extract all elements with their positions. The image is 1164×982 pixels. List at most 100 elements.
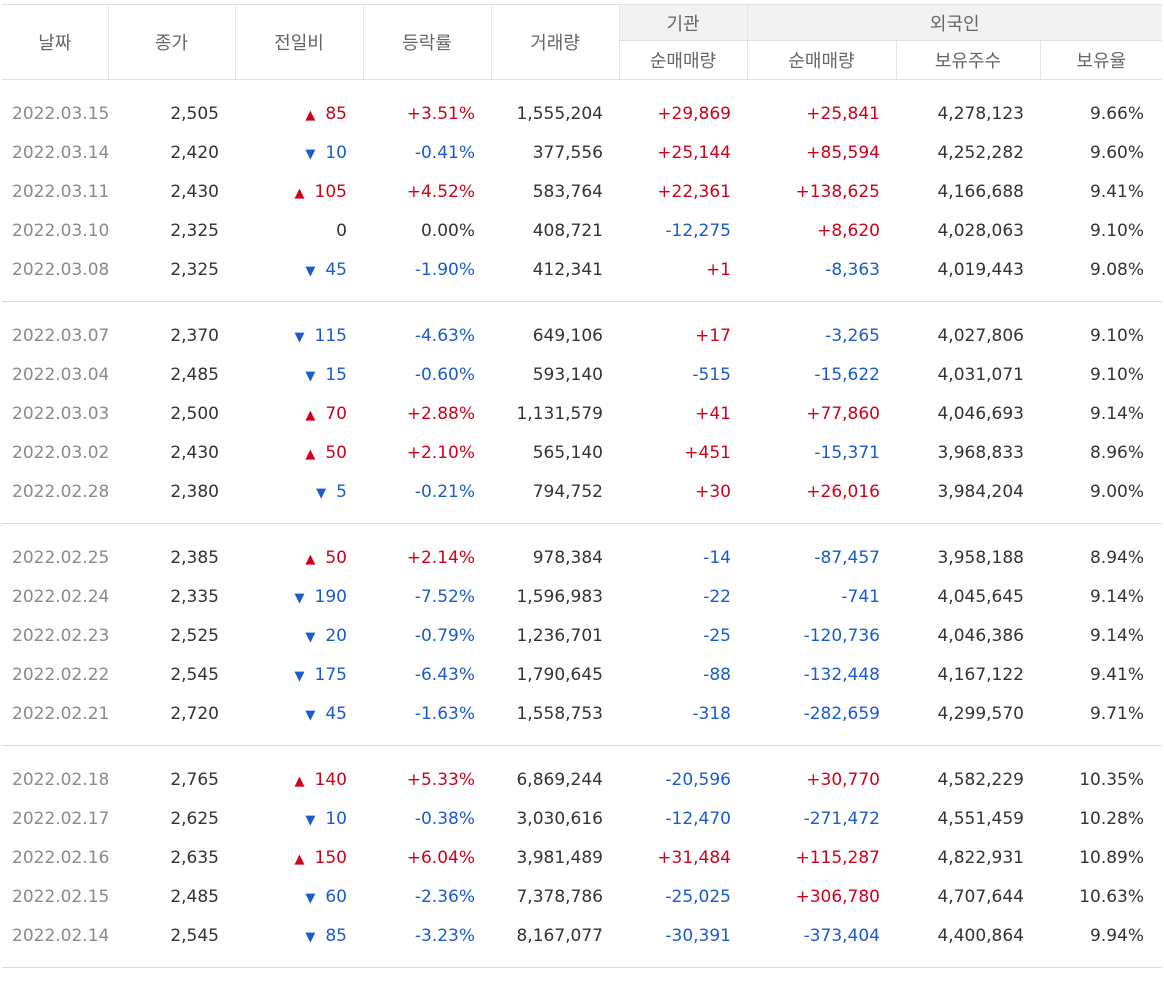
- change-value: 10: [325, 808, 347, 829]
- stock-daily-table-container: 날짜 종가 전일비 등락률 거래량 기관 외국인 순매매량 순매매량 보유주수 …: [2, 4, 1163, 968]
- cell-rate: +2.14%: [406, 547, 475, 568]
- cell-ratio: 9.71%: [1090, 703, 1145, 724]
- cell-rate: +3.51%: [406, 103, 475, 124]
- table-row: 2022.03.14 2,420 ▼ 10 -0.41% 377,556 +25,144 +8…: [2, 133, 1162, 172]
- cell-volume: 583,764: [532, 181, 603, 202]
- triangle-up-icon: ▲: [294, 851, 305, 867]
- cell-rate: -1.90%: [414, 259, 475, 280]
- cell-change: ▼ 10: [235, 133, 363, 172]
- cell-rate: -6.43%: [414, 664, 475, 685]
- cell-for-net: -373,404: [803, 925, 880, 946]
- cell-ratio: 10.28%: [1079, 808, 1145, 829]
- cell-change: ▲ 50: [235, 538, 363, 577]
- change-value: 70: [325, 403, 347, 424]
- cell-close: 2,325: [170, 259, 219, 280]
- cell-date: 2022.03.10: [12, 220, 110, 241]
- cell-close: 2,485: [170, 886, 219, 907]
- table-row: 2022.03.08 2,325 ▼ 45 -1.90% 412,341 +1 -8,363 4…: [2, 250, 1162, 289]
- change-value: 0: [336, 220, 347, 241]
- cell-change: ▼ 60: [235, 877, 363, 916]
- cell-volume: 794,752: [532, 481, 603, 502]
- cell-date: 2022.03.07: [12, 325, 110, 346]
- table-row: 2022.02.23 2,525 ▼ 20 -0.79% 1,236,701 -25 -120…: [2, 616, 1162, 655]
- cell-change: ▼ 20: [235, 616, 363, 655]
- cell-change: ▼ 175: [235, 655, 363, 694]
- cell-close: 2,335: [170, 586, 219, 607]
- cell-inst-net: +29,869: [657, 103, 731, 124]
- change-value: 115: [314, 325, 347, 346]
- cell-holdings: 3,958,188: [937, 547, 1024, 568]
- divider-cell: [2, 289, 1163, 302]
- table-row: 2022.03.02 2,430 ▲ 50 +2.10% 565,140 +451 -15,3…: [2, 433, 1162, 472]
- cell-holdings: 4,027,806: [937, 325, 1024, 346]
- header-volume: 거래량: [490, 4, 619, 80]
- header-institution: 기관: [618, 4, 747, 41]
- triangle-down-icon: ▼: [305, 263, 316, 279]
- cell-date: 2022.02.17: [12, 808, 110, 829]
- cell-inst-net: -515: [692, 364, 731, 385]
- cell-for-net: -120,736: [803, 625, 880, 646]
- cell-holdings: 4,031,071: [937, 364, 1024, 385]
- table-row: 2022.03.15 2,505 ▲ 85 +3.51% 1,555,204 +29,869…: [2, 94, 1162, 133]
- cell-holdings: 4,019,443: [937, 259, 1024, 280]
- cell-inst-net: -30,391: [665, 925, 731, 946]
- cell-holdings: 4,551,459: [937, 808, 1024, 829]
- change-value: 15: [325, 364, 347, 385]
- cell-for-net: +8,620: [817, 220, 880, 241]
- cell-volume: 565,140: [532, 442, 603, 463]
- cell-holdings: 4,582,229: [937, 769, 1024, 790]
- triangle-down-icon: ▼: [316, 485, 327, 501]
- triangle-down-icon: ▼: [305, 146, 316, 162]
- cell-change: ▲ 105: [235, 172, 363, 211]
- divider-cell: [2, 511, 1163, 524]
- cell-volume: 3,981,489: [516, 847, 603, 868]
- cell-change: ▲ 85: [235, 94, 363, 133]
- cell-ratio: 9.10%: [1090, 364, 1145, 385]
- divider-cell: [2, 955, 1163, 968]
- header-holdings: 보유주수: [895, 40, 1040, 80]
- cell-date: 2022.03.02: [12, 442, 110, 463]
- change-value: 85: [325, 925, 347, 946]
- change-value: 140: [314, 769, 347, 790]
- cell-close: 2,625: [170, 808, 219, 829]
- cell-volume: 7,378,786: [516, 886, 603, 907]
- cell-close: 2,545: [170, 664, 219, 685]
- change-value: 175: [314, 664, 347, 685]
- triangle-down-icon: ▼: [305, 629, 316, 645]
- header-inst-net: 순매매량: [618, 40, 747, 80]
- cell-rate: -2.36%: [414, 886, 475, 907]
- change-value: 190: [314, 586, 347, 607]
- cell-date: 2022.02.22: [12, 664, 110, 685]
- cell-close: 2,430: [170, 181, 219, 202]
- cell-change: ▼ 190: [235, 577, 363, 616]
- table-row: 2022.03.04 2,485 ▼ 15 -0.60% 593,140 -515 -15,6…: [2, 355, 1162, 394]
- group-spacer: [2, 302, 1162, 317]
- cell-ratio: 9.10%: [1090, 220, 1145, 241]
- triangle-up-icon: ▲: [305, 551, 316, 567]
- cell-inst-net: -12,470: [665, 808, 731, 829]
- table-row: 2022.02.15 2,485 ▼ 60 -2.36% 7,378,786 -25,025…: [2, 877, 1162, 916]
- triangle-up-icon: ▲: [294, 185, 305, 201]
- divider-cell: [2, 733, 1163, 746]
- triangle-up-icon: ▲: [294, 773, 305, 789]
- cell-inst-net: +25,144: [657, 142, 731, 163]
- cell-holdings: 4,166,688: [937, 181, 1024, 202]
- change-value: 50: [325, 547, 347, 568]
- cell-holdings: 4,707,644: [937, 886, 1024, 907]
- cell-rate: +2.88%: [406, 403, 475, 424]
- cell-holdings: 4,046,693: [937, 403, 1024, 424]
- cell-inst-net: -318: [692, 703, 731, 724]
- cell-rate: -0.38%: [414, 808, 475, 829]
- table-row: 2022.02.14 2,545 ▼ 85 -3.23% 8,167,077 -30,391…: [2, 916, 1162, 955]
- cell-holdings: 4,046,386: [937, 625, 1024, 646]
- triangle-down-icon: ▼: [294, 329, 305, 345]
- cell-date: 2022.03.11: [12, 181, 110, 202]
- cell-inst-net: +41: [695, 403, 731, 424]
- table-row: 2022.02.16 2,635 ▲ 150 +6.04% 3,981,489 +31,48…: [2, 838, 1162, 877]
- cell-rate: -7.52%: [414, 586, 475, 607]
- triangle-down-icon: ▼: [305, 812, 316, 828]
- cell-close: 2,635: [170, 847, 219, 868]
- triangle-up-icon: ▲: [305, 446, 316, 462]
- cell-volume: 412,341: [532, 259, 603, 280]
- cell-inst-net: +30: [695, 481, 731, 502]
